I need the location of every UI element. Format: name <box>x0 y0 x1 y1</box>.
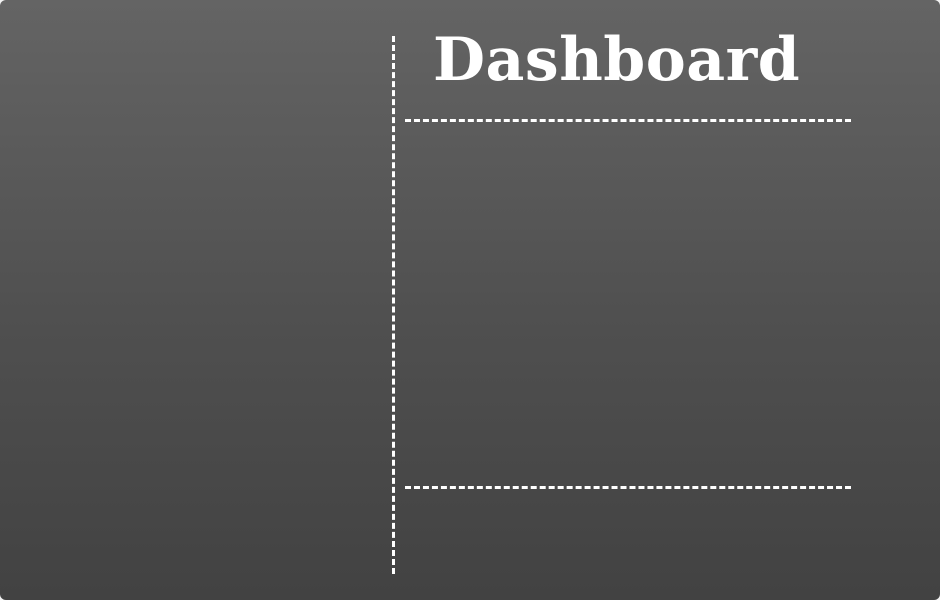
sidebar-divider-line <box>392 36 395 574</box>
sidebar-region <box>0 0 390 600</box>
footer-region <box>405 492 851 572</box>
footer-divider-line <box>405 486 851 489</box>
main-content-region <box>405 124 851 484</box>
header-divider-line <box>405 119 851 122</box>
page-title: Dashboard <box>433 25 801 95</box>
